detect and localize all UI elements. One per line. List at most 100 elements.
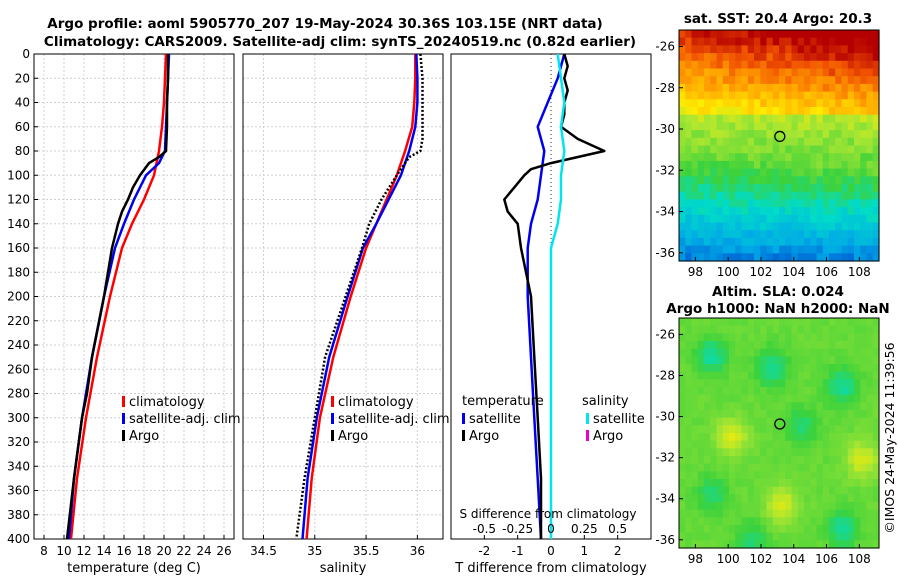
map-cell [729,114,736,123]
map-cell [691,214,699,224]
series-line-temperature-argo [503,53,606,539]
map-cell [716,325,724,334]
map-cell [872,318,880,327]
map-cell [866,199,874,208]
map-cell [766,53,774,62]
map-cell [741,237,749,247]
map-cell [847,91,855,100]
map-cell [816,364,824,373]
map-cell [760,184,768,193]
map-cell [866,379,874,388]
map-cell [854,463,861,472]
map-cell [835,525,843,534]
map-cell [810,402,818,411]
map-cell [791,245,799,254]
map-cell [829,253,836,262]
map-cell [797,379,805,388]
map-cell [679,214,686,224]
map-cell [741,333,749,342]
map-cell [704,137,711,147]
map-cell [835,176,843,185]
map-cell [866,394,874,403]
map-cell [785,160,793,170]
map-cell [741,37,749,46]
map-cell [791,168,799,177]
map-cell [760,540,768,549]
map-cell [835,160,843,170]
top-tick-label: -0.25 [502,522,533,536]
map-cell [841,83,849,93]
map-cell [685,318,693,327]
map-cell [872,502,880,511]
map-cell [835,509,843,518]
map-cell [797,37,805,46]
map-cell [816,486,824,495]
map-cell [697,387,705,396]
map-cell [679,463,686,472]
map-cell [685,387,693,396]
map-x-tick-label: 98 [688,265,703,279]
map-cell [779,76,786,85]
map-cell [704,341,711,350]
map-cell [772,540,780,549]
map-cell [747,364,755,373]
map-cell [829,68,836,77]
map-cell [791,160,799,170]
map-cell [722,318,730,327]
map-cell [835,230,843,239]
map-cell [854,387,861,396]
map-cell [722,509,730,518]
map-cell [735,160,743,170]
map-cell [854,230,861,239]
map-cell [735,387,743,396]
map-cell [785,525,793,534]
map-cell [747,356,755,365]
map-cell [704,509,711,518]
map-cell [716,532,724,541]
map-cell [841,348,849,357]
map-cell [679,191,686,200]
map-cell [866,417,874,426]
map-cell [710,130,718,139]
map-cell [860,230,868,239]
map-cell [766,348,774,357]
map-cell [872,333,880,342]
map-cell [716,230,724,239]
map-cell [754,253,761,262]
map-cell [847,76,855,85]
map-cell [722,37,730,46]
map-cell [872,394,880,403]
map-cell [772,402,780,411]
map-cell [797,214,805,224]
map-cell [810,37,818,46]
map-x-tick-label: 104 [782,265,805,279]
map-cell [866,76,874,85]
map-cell [841,145,849,154]
map-cell [766,479,774,488]
map-cell [741,122,749,131]
map-cell [829,379,836,388]
map-cell [791,176,799,185]
map-cell [704,486,711,495]
map-cell [754,99,761,108]
map-cell [772,245,780,254]
map-cell [866,356,874,365]
map-cell [766,191,774,200]
map-cell [829,318,836,327]
map-cell [810,509,818,518]
map-cell [779,191,786,200]
map-cell [766,394,774,403]
map-cell [772,494,780,503]
map-cell [716,45,724,54]
map-cell [716,253,724,262]
map-cell [835,53,843,62]
map-cell [829,341,836,350]
map-cell [710,176,718,185]
map-cell [741,68,749,77]
map-cell [829,525,836,534]
map-cell [772,222,780,231]
map-cell [697,479,705,488]
map-cell [810,207,818,216]
map-cell [691,433,699,442]
map-cell [779,456,786,465]
